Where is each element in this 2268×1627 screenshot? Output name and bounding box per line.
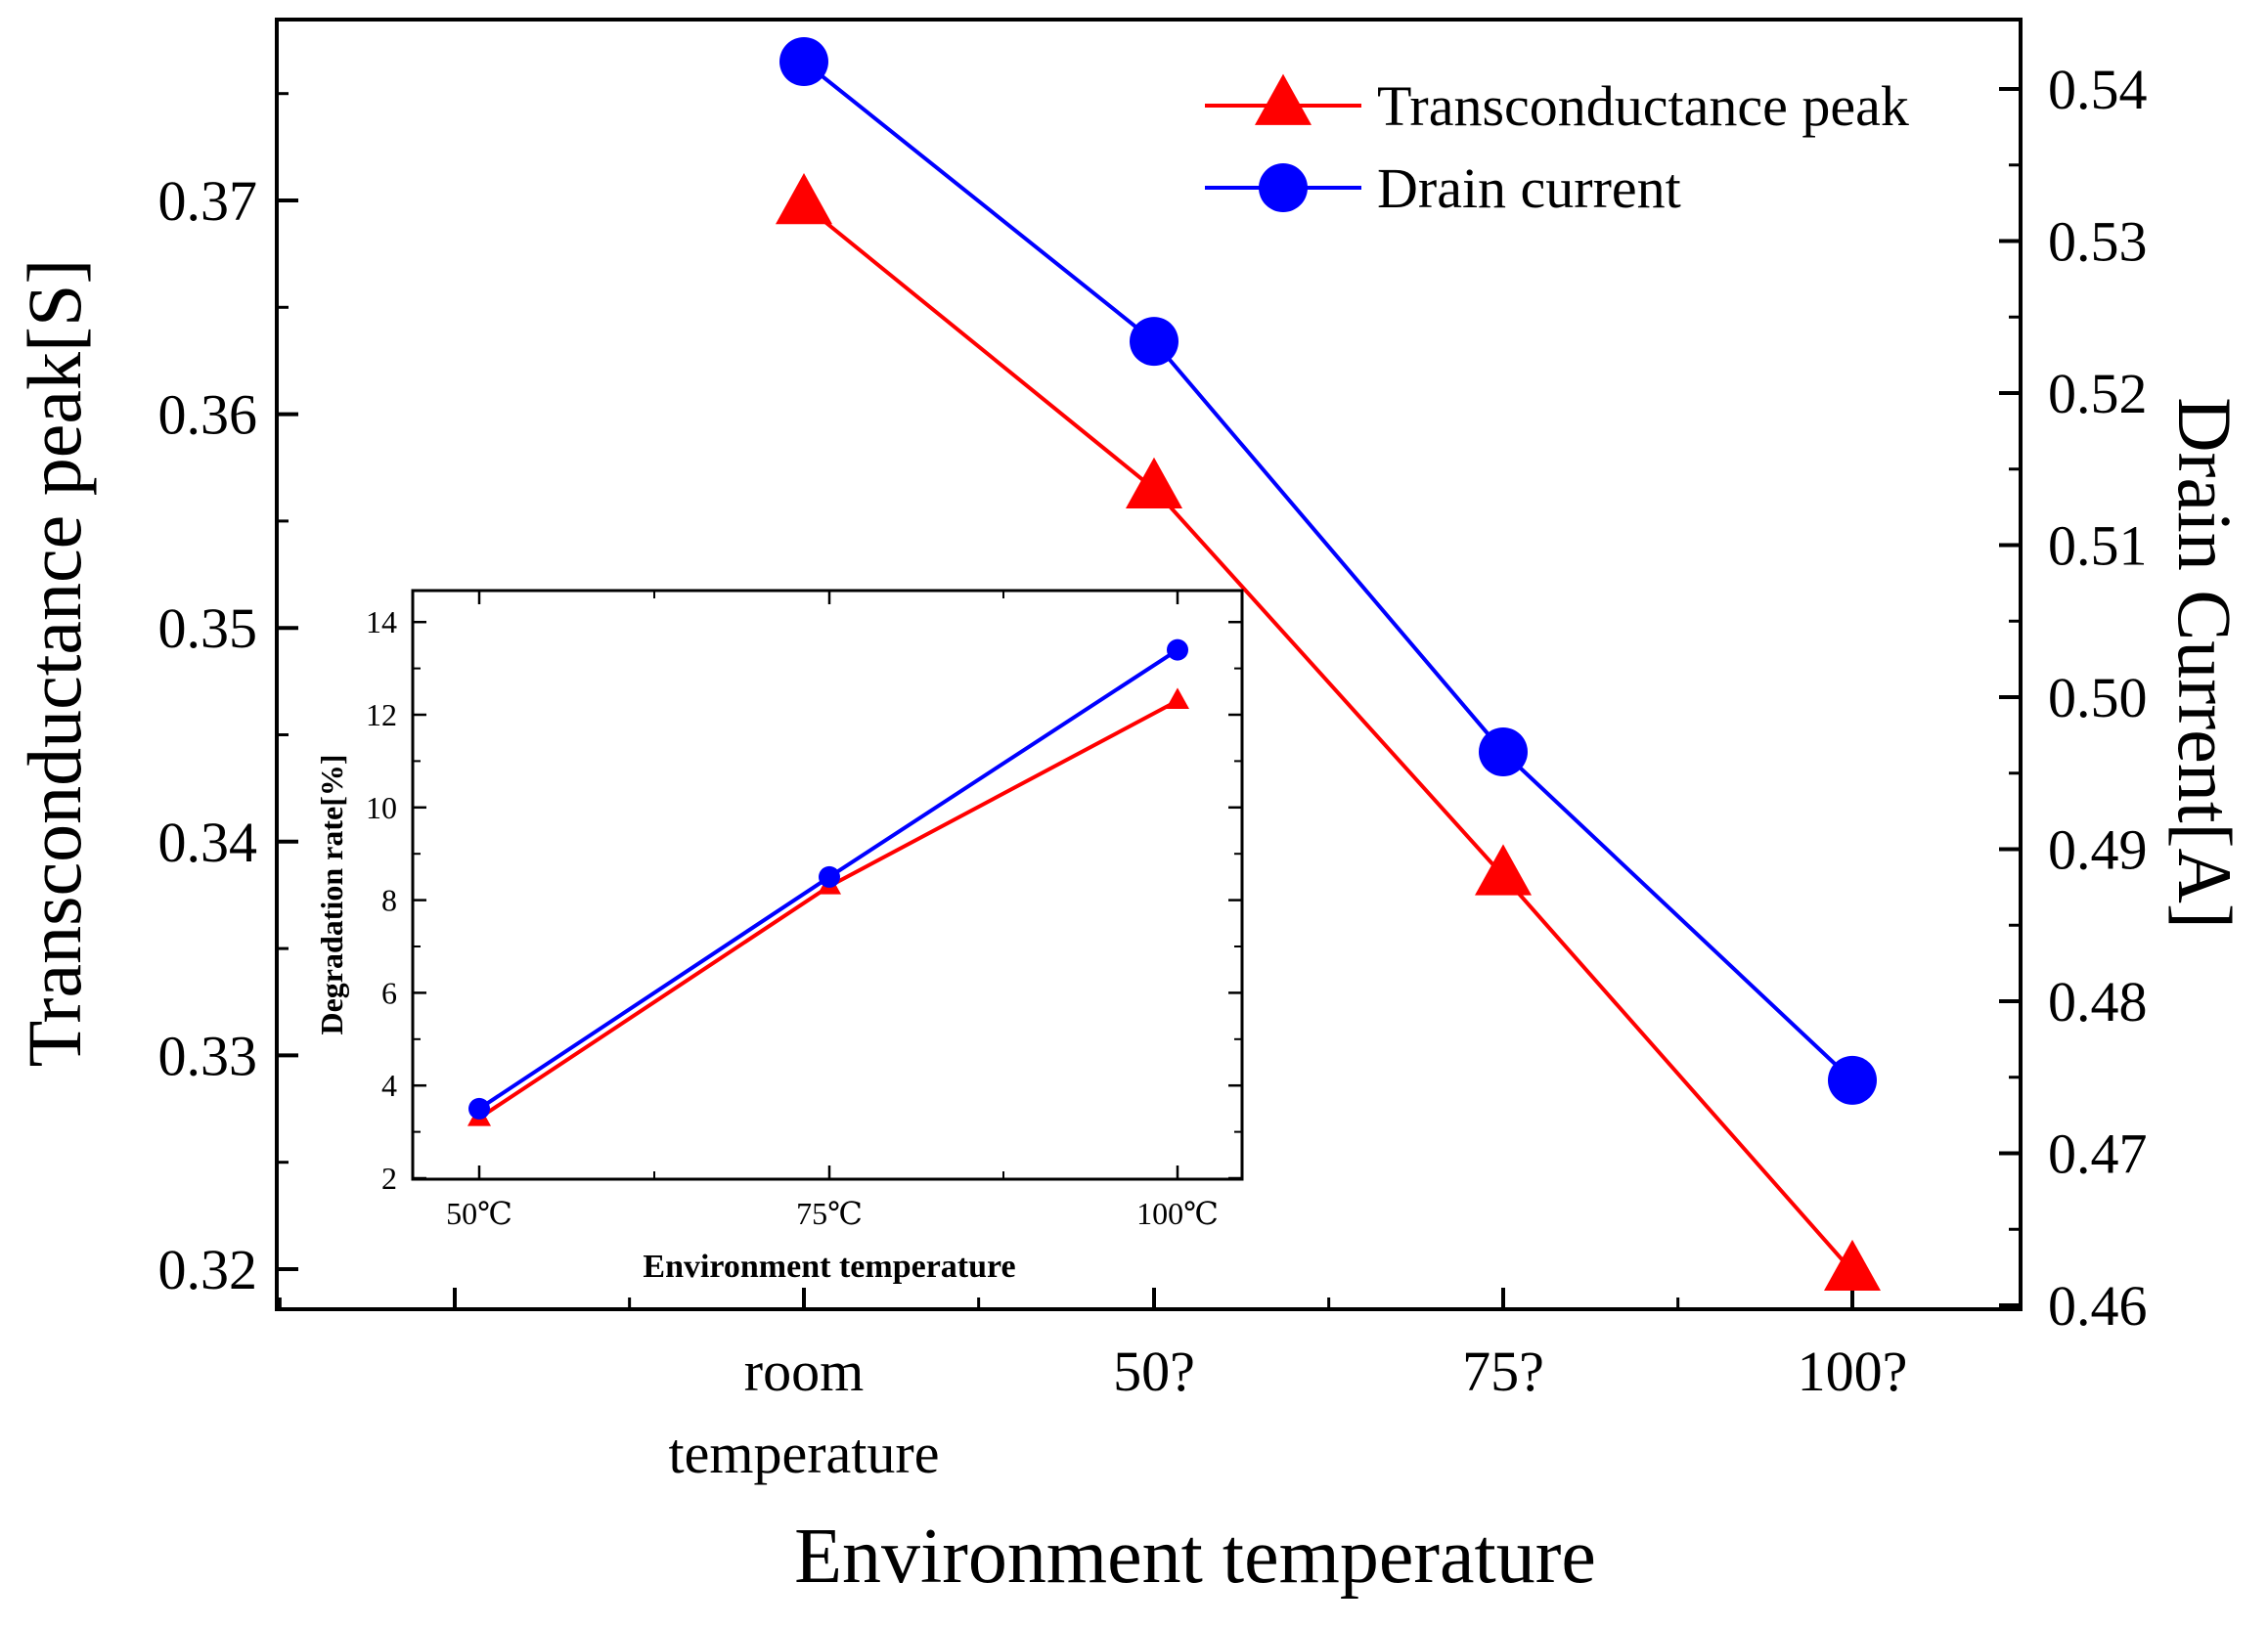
transconductance-point bbox=[1824, 1239, 1881, 1292]
legend-label: Transconductance peak bbox=[1377, 74, 1909, 138]
inset-y-axis-title: Degradation rate[%] bbox=[314, 754, 349, 1034]
y-left-tick-label: 0.34 bbox=[158, 811, 258, 874]
legend-circle-icon bbox=[1259, 163, 1308, 212]
inset-x-axis-title: Environment temperature bbox=[643, 1249, 1015, 1285]
drain-current-point bbox=[1828, 1055, 1877, 1105]
x-tick-label: 50? bbox=[1113, 1340, 1195, 1403]
y-axis-left-title: Transconductance peak[S] bbox=[12, 259, 97, 1068]
inset-drain-current-point bbox=[468, 1097, 490, 1120]
y-right-tick-label: 0.52 bbox=[2048, 362, 2148, 425]
inset-drain-current-point bbox=[819, 865, 840, 888]
inset-y-tick-label: 4 bbox=[381, 1068, 397, 1103]
legend-label: Drain current bbox=[1377, 156, 1681, 220]
y-right-tick-label: 0.48 bbox=[2048, 970, 2148, 1033]
y-left-tick-label: 0.32 bbox=[158, 1238, 258, 1301]
y-left-tick-label: 0.35 bbox=[158, 596, 258, 660]
transconductance-point bbox=[1475, 844, 1532, 896]
y-right-tick-label: 0.49 bbox=[2048, 818, 2148, 882]
x-tick-label: 100? bbox=[1798, 1340, 1908, 1403]
inset-x-tick-label: 50℃ bbox=[446, 1196, 512, 1231]
drain-current-point bbox=[1130, 317, 1178, 367]
inset-y-tick-label: 14 bbox=[366, 604, 397, 639]
transconductance-point bbox=[776, 173, 832, 225]
inset-y-tick-label: 2 bbox=[381, 1161, 397, 1196]
main-axes: 0.32 0.33 0.34 0.35 0.36 0.37 0.46 0.47 0.48 0.49… bbox=[158, 58, 2148, 1485]
y-right-tick-label: 0.50 bbox=[2048, 666, 2148, 729]
legend: Transconductance peak Drain current bbox=[1205, 73, 1909, 220]
main-plot-frame bbox=[275, 18, 2023, 1311]
inset-x-tick-label: 100℃ bbox=[1136, 1196, 1219, 1231]
transconductance-point bbox=[1126, 457, 1182, 508]
inset-drain-current-point bbox=[1167, 638, 1188, 661]
inset-x-tick-label: 75℃ bbox=[796, 1196, 863, 1231]
inset-y-tick-label: 6 bbox=[381, 975, 397, 1010]
series-line-drain-current bbox=[802, 60, 1854, 1082]
y-left-tick-label: 0.37 bbox=[158, 169, 258, 233]
y-right-tick-label: 0.51 bbox=[2048, 514, 2148, 578]
y-right-tick-label: 0.53 bbox=[2048, 210, 2148, 274]
y-left-tick-label: 0.36 bbox=[158, 383, 258, 447]
y-axis-right-title: Drain Current[A] bbox=[2162, 397, 2247, 929]
y-right-tick-label: 0.54 bbox=[2048, 58, 2148, 121]
series-line-transconductance bbox=[802, 202, 1854, 1273]
y-left-tick-label: 0.33 bbox=[158, 1024, 258, 1087]
legend-triangle-icon bbox=[1255, 73, 1312, 125]
x-axis-title: Environment temperature bbox=[794, 1514, 1596, 1600]
x-tick-label: 75? bbox=[1462, 1340, 1544, 1403]
inset-y-tick-label: 12 bbox=[366, 697, 397, 732]
drain-current-point bbox=[1479, 726, 1528, 776]
inset-chart: 2 4 6 8 10 12 14 50℃ 75℃ 100℃ Environment temperat… bbox=[314, 589, 1244, 1285]
drain-current-point bbox=[779, 37, 828, 87]
inset-y-tick-label: 10 bbox=[366, 790, 397, 825]
y-right-tick-label: 0.46 bbox=[2048, 1274, 2148, 1338]
x-tick-label: room temperature bbox=[669, 1340, 940, 1485]
y-right-tick-label: 0.47 bbox=[2048, 1122, 2148, 1186]
inset-y-tick-label: 8 bbox=[381, 883, 397, 918]
inset-transconductance-point bbox=[1166, 687, 1189, 709]
main-series bbox=[776, 37, 1881, 1292]
